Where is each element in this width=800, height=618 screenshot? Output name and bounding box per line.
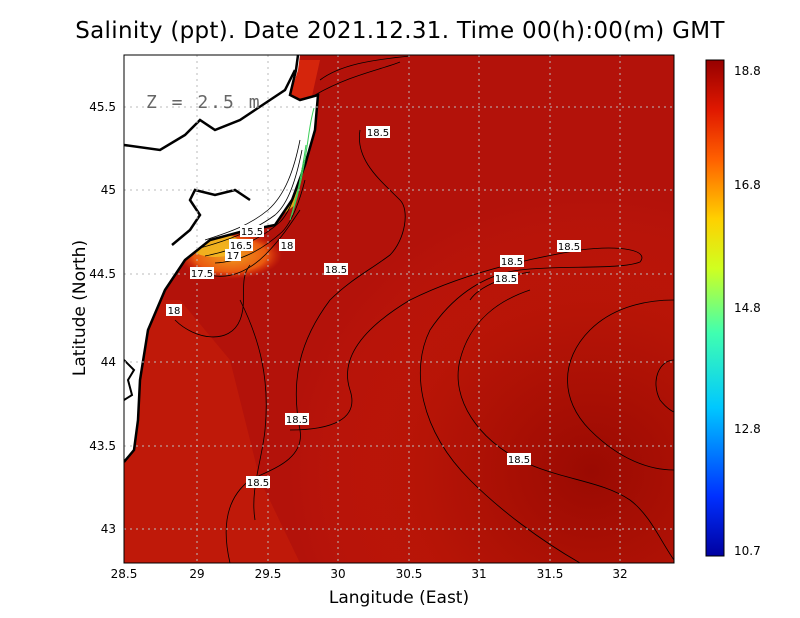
contour-label: 15.5: [241, 227, 263, 238]
depth-label: Z = 2.5 m: [146, 92, 262, 113]
x-tick-label: 31.5: [537, 567, 564, 581]
contour-label: 18.5: [367, 128, 389, 139]
x-tick-label: 29: [189, 567, 204, 581]
y-axis: 43 43.5 44 44.5 45 45.5: [89, 100, 116, 536]
contour-label-group: 15.5 16.5 17 17.5 18 18 18.5 18.5 18.5 1…: [166, 126, 581, 489]
gridlines: [124, 55, 674, 563]
green-contours: [289, 107, 315, 221]
land-mass: [124, 55, 318, 462]
lagoon-outline: [124, 359, 136, 401]
y-tick-label: 43: [101, 522, 116, 536]
x-tick-label: 32: [612, 567, 627, 581]
y-tick-label: 43.5: [89, 439, 116, 453]
contour-label: 18: [281, 241, 294, 252]
contour-label: 18: [168, 306, 181, 317]
y-tick-label: 44: [101, 355, 116, 369]
colorbar-tick-label: 12.8: [734, 422, 761, 436]
y-axis-title: Latitude (North): [70, 239, 90, 377]
x-tick-label: 30.5: [396, 567, 423, 581]
colorbar-tick-label: 18.8: [734, 64, 761, 78]
x-axis-title: Langitude (East): [328, 588, 470, 608]
x-axis: 28.5 29 29.5 30 30.5 31 31.5 32: [111, 567, 628, 581]
contour-label: 18.5: [325, 265, 347, 276]
map-title: Salinity (ppt). Date 2021.12.31. Time 00…: [75, 18, 725, 44]
x-tick-label: 29.5: [255, 567, 282, 581]
contour-label: 18.5: [247, 478, 269, 489]
y-tick-label: 44.5: [89, 267, 116, 281]
contour-label: 18.5: [495, 274, 517, 285]
y-tick-label: 45: [101, 183, 116, 197]
contour-label: 18.5: [508, 455, 530, 466]
lake-outline: [171, 188, 251, 246]
colorbar-tick-label: 14.8: [734, 301, 761, 315]
contour-label: 18.5: [286, 415, 308, 426]
x-tick-label: 31: [471, 567, 486, 581]
contour-label: 17.5: [191, 269, 213, 280]
contour-label: 17: [227, 251, 240, 262]
contour-label: 18.5: [501, 257, 523, 268]
colorbar-gradient: [705, 59, 725, 557]
border-line: [124, 69, 297, 152]
contour-label: 16.5: [230, 241, 252, 252]
plot-frame: [123, 54, 675, 564]
contour-label: 18.5: [558, 242, 580, 253]
x-tick-label: 28.5: [111, 567, 138, 581]
colorbar: 18.8 16.8 14.8 12.8 10.7: [705, 59, 761, 558]
x-tick-label: 30: [330, 567, 345, 581]
colorbar-tick-label: 16.8: [734, 178, 761, 192]
map-area: [124, 55, 674, 563]
colorbar-tick-label: 10.7: [734, 544, 761, 558]
south-shelf-region: [124, 300, 300, 563]
y-tick-label: 45.5: [89, 100, 116, 114]
